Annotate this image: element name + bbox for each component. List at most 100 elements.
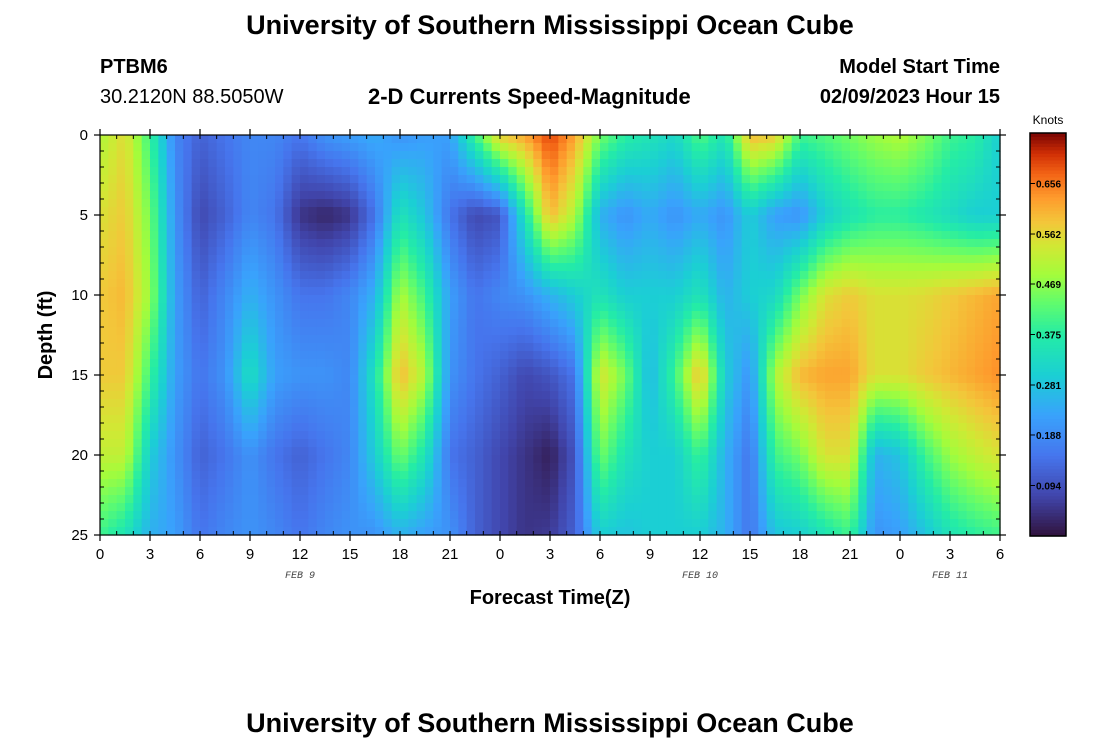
heatmap-cell	[908, 295, 918, 304]
heatmap-cell	[841, 319, 851, 328]
heatmap-cell	[775, 335, 784, 344]
heatmap-cell	[191, 359, 201, 368]
heatmap-cell	[433, 455, 443, 464]
heatmap-cell	[500, 231, 509, 240]
heatmap-cell	[775, 367, 784, 376]
heatmap-cell	[750, 375, 759, 384]
heatmap-cell	[733, 159, 743, 168]
heatmap-cell	[208, 143, 218, 152]
heatmap-cell	[416, 327, 426, 336]
heatmap-cell	[758, 519, 768, 528]
heatmap-cell	[425, 399, 434, 408]
heatmap-cell	[175, 391, 184, 400]
heatmap-cell	[391, 295, 401, 304]
heatmap-cell	[925, 375, 934, 384]
heatmap-cell	[741, 143, 751, 152]
heatmap-cell	[216, 359, 226, 368]
heatmap-cell	[550, 207, 559, 216]
heatmap-cell	[225, 239, 234, 248]
heatmap-cell	[250, 375, 259, 384]
heatmap-cell	[250, 463, 259, 472]
heatmap-cell	[350, 167, 359, 176]
heatmap-cell	[541, 239, 551, 248]
heatmap-cell	[133, 343, 143, 352]
heatmap-cell	[208, 191, 218, 200]
heatmap-cell	[591, 367, 601, 376]
heatmap-cell	[183, 359, 193, 368]
heatmap-cell	[641, 359, 651, 368]
heatmap-cell	[216, 423, 226, 432]
heatmap-cell	[325, 495, 334, 504]
heatmap-cell	[475, 167, 484, 176]
heatmap-cell	[800, 215, 809, 224]
heatmap-cell	[491, 343, 501, 352]
heatmap-cell	[800, 375, 809, 384]
heatmap-cell	[325, 263, 334, 272]
heatmap-cell	[616, 407, 626, 416]
heatmap-cell	[716, 143, 726, 152]
heatmap-cell	[658, 151, 668, 160]
heatmap-cell	[308, 503, 318, 512]
heatmap-cell	[566, 279, 576, 288]
heatmap-cell	[350, 255, 359, 264]
heatmap-cell	[433, 367, 443, 376]
heatmap-cell	[683, 199, 693, 208]
heatmap-cell	[550, 183, 559, 192]
heatmap-cell	[633, 439, 643, 448]
heatmap-cell	[600, 375, 609, 384]
heatmap-cell	[466, 335, 476, 344]
heatmap-cell	[533, 359, 543, 368]
heatmap-cell	[658, 207, 668, 216]
heatmap-cell	[850, 423, 859, 432]
heatmap-cell	[700, 311, 709, 320]
heatmap-cell	[383, 511, 393, 520]
heatmap-cell	[750, 447, 759, 456]
heatmap-cell	[525, 447, 534, 456]
heatmap-cell	[383, 455, 393, 464]
heatmap-cell	[725, 167, 734, 176]
heatmap-cell	[275, 471, 284, 480]
heatmap-cell	[866, 319, 876, 328]
heatmap-cell	[833, 167, 843, 176]
heatmap-cell	[841, 159, 851, 168]
heatmap-cell	[600, 527, 609, 536]
heatmap-cell	[308, 391, 318, 400]
heatmap-cell	[216, 183, 226, 192]
heatmap-cell	[616, 487, 626, 496]
heatmap-cell	[541, 367, 551, 376]
heatmap-cell	[908, 351, 918, 360]
heatmap-cell	[458, 519, 468, 528]
heatmap-cell	[683, 367, 693, 376]
heatmap-cell	[266, 351, 276, 360]
heatmap-cell	[241, 279, 251, 288]
heatmap-cell	[800, 415, 809, 424]
heatmap-cell	[691, 151, 701, 160]
heatmap-cell	[516, 183, 526, 192]
heatmap-cell	[350, 327, 359, 336]
heatmap-cell	[333, 247, 343, 256]
heatmap-cell	[716, 239, 726, 248]
heatmap-cell	[408, 215, 418, 224]
heatmap-cell	[141, 215, 151, 224]
heatmap-cell	[616, 391, 626, 400]
heatmap-cell	[666, 231, 676, 240]
heatmap-cell	[216, 255, 226, 264]
heatmap-cell	[858, 431, 868, 440]
heatmap-cell	[200, 479, 209, 488]
heatmap-cell	[583, 255, 593, 264]
heatmap-cell	[616, 223, 626, 232]
heatmap-cell	[791, 255, 801, 264]
heatmap-cell	[183, 447, 193, 456]
heatmap-cell	[700, 175, 709, 184]
heatmap-cell	[691, 383, 701, 392]
heatmap-cell	[833, 415, 843, 424]
heatmap-cell	[733, 511, 743, 520]
heatmap-cell	[550, 199, 559, 208]
heatmap-cell	[508, 271, 518, 280]
heatmap-cell	[466, 183, 476, 192]
heatmap-cell	[700, 463, 709, 472]
heatmap-cell	[675, 223, 684, 232]
heatmap-cell	[158, 399, 168, 408]
heatmap-cell	[258, 223, 268, 232]
heatmap-cell	[733, 151, 743, 160]
